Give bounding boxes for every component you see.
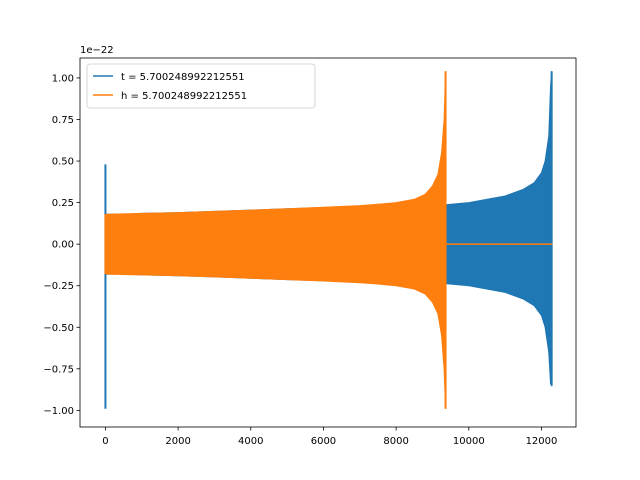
x-tick-label: 10000 [453, 436, 485, 447]
y-tick-label: −0.75 [43, 364, 74, 375]
y-tick-label: 1.00 [52, 73, 74, 84]
x-tick-label: 12000 [526, 436, 558, 447]
x-tick-label: 0 [102, 436, 108, 447]
y-tick-label: −0.50 [43, 323, 74, 334]
axes: 0 2000 4000 6000 8000 10000 12000 −1.00 −0.75 −0.… [43, 57, 577, 447]
axes-frame [79, 57, 577, 428]
series-2 [104, 71, 553, 409]
x-tick-label: 4000 [238, 436, 263, 447]
y-tick-label: −0.25 [43, 281, 74, 292]
legend-label-2: h = 5.700248992212551 [121, 91, 247, 102]
series-group [104, 71, 553, 409]
y-tick-label: −1.00 [43, 406, 74, 417]
x-tick-label: 6000 [311, 436, 336, 447]
legend-box [86, 63, 316, 109]
y-tick-label: 0.50 [52, 157, 74, 168]
legend-label-1: t = 5.700248992212551 [121, 72, 245, 83]
x-tick-label: 8000 [383, 436, 408, 447]
legend: t = 5.700248992212551 h = 5.7002489922125… [86, 63, 316, 109]
y-tick-label: 0.00 [52, 240, 74, 251]
y-tick-label: 0.75 [52, 115, 74, 126]
y-offset-text: 1e−22 [80, 45, 114, 56]
x-tick-label: 2000 [165, 436, 190, 447]
plot-area [104, 71, 553, 409]
y-tick-label: 0.25 [52, 198, 74, 209]
